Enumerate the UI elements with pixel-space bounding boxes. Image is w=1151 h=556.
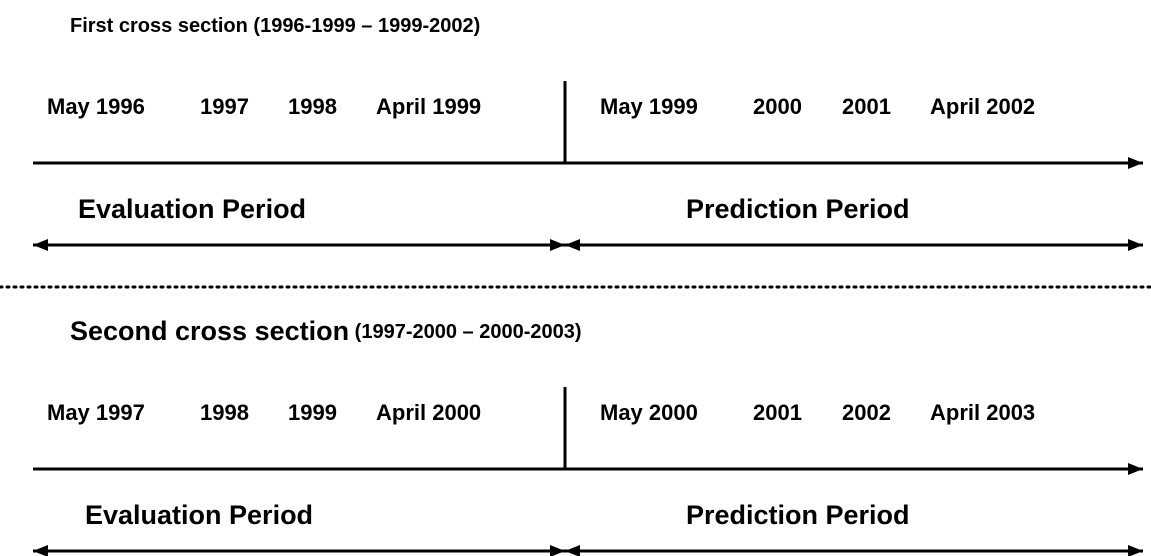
timeline-label: 1998 (200, 400, 249, 425)
section-range: (1997-2000 – 2000-2003) (355, 321, 582, 343)
section-name: Second cross section (70, 316, 349, 346)
timeline-label: 2000 (753, 94, 802, 119)
section-title: First cross section (1996-1999 – 1999-20… (70, 15, 480, 37)
timeline-label: 1998 (288, 94, 337, 119)
timeline-label: April 2000 (376, 400, 481, 425)
section-range: (1996-1999 – 1999-2002) (253, 15, 480, 37)
timeline-label: May 2000 (600, 400, 698, 425)
section: Second cross section (1997-2000 – 2000-2… (33, 316, 1143, 556)
timeline-label: 2001 (842, 94, 891, 119)
period-label: Evaluation Period (85, 500, 313, 530)
timeline-label: 1999 (288, 400, 337, 425)
period-label: Prediction Period (686, 500, 910, 530)
timeline-label: 2002 (842, 400, 891, 425)
section: First cross section (1996-1999 – 1999-20… (33, 15, 1143, 251)
period-label: Evaluation Period (78, 194, 306, 224)
timeline-label: April 2002 (930, 94, 1035, 119)
timeline-label: 2001 (753, 400, 802, 425)
timeline-label: May 1996 (47, 94, 145, 119)
section-title: Second cross section (1997-2000 – 2000-2… (70, 316, 582, 346)
timeline-label: April 2003 (930, 400, 1035, 425)
timeline-label: May 1999 (600, 94, 698, 119)
timeline-label: May 1997 (47, 400, 145, 425)
period-label: Prediction Period (686, 194, 910, 224)
section-name: First cross section (70, 15, 248, 37)
timeline-label: April 1999 (376, 94, 481, 119)
timeline-label: 1997 (200, 94, 249, 119)
